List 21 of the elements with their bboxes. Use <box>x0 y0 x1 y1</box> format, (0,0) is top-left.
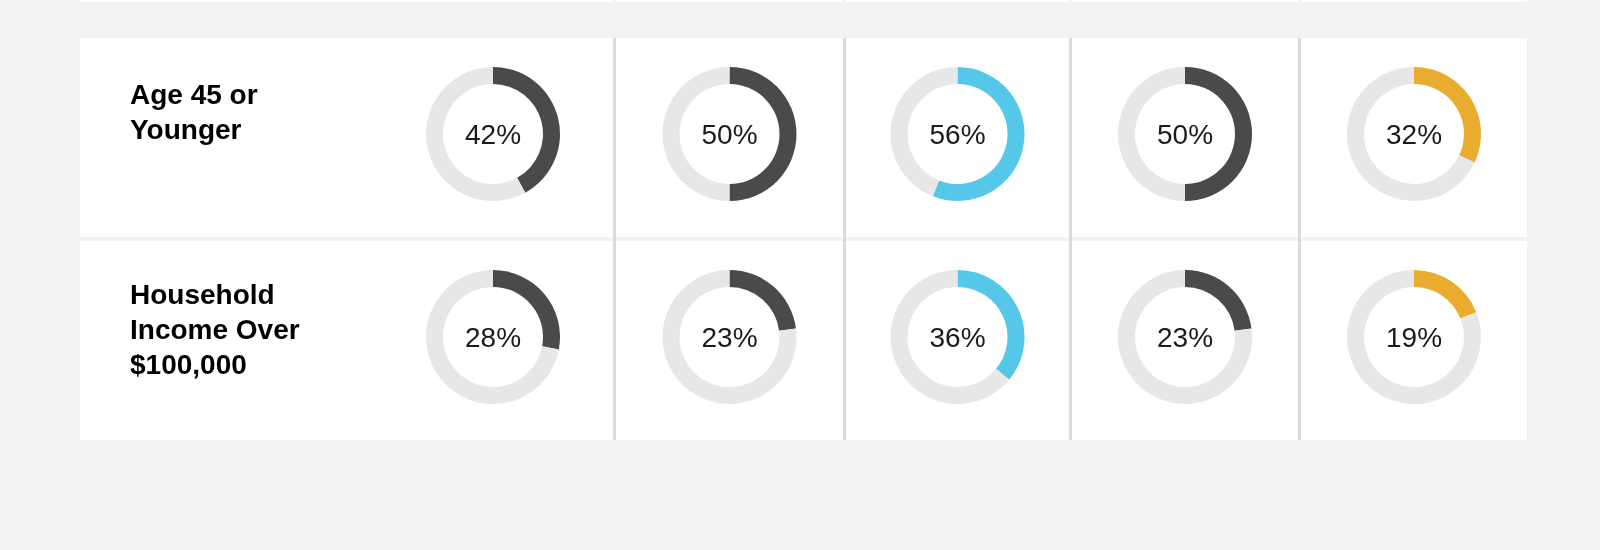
donut-slice <box>1347 67 1475 201</box>
donut-slice <box>1118 270 1252 404</box>
text: 56% <box>929 118 986 150</box>
donut-slice <box>662 270 797 404</box>
donut-slice <box>1347 270 1481 404</box>
donut-slice <box>932 67 1025 201</box>
text: Age 45 or Younger <box>130 78 258 145</box>
donut-slice <box>1414 270 1477 319</box>
text: 32% <box>1385 118 1443 150</box>
text: 42% <box>464 118 522 150</box>
text: 50% <box>1156 118 1214 150</box>
donut-slice <box>426 67 526 201</box>
text: 28% <box>464 321 522 353</box>
text: 23% <box>1156 321 1214 353</box>
donut-slice <box>890 270 1010 404</box>
text: Household Income Over $100,000 <box>130 278 300 380</box>
text: 19% <box>1385 321 1443 353</box>
donut-slice <box>426 270 559 404</box>
text: 50% <box>701 118 758 150</box>
text: 23% <box>701 321 758 353</box>
text: 36% <box>929 321 986 353</box>
